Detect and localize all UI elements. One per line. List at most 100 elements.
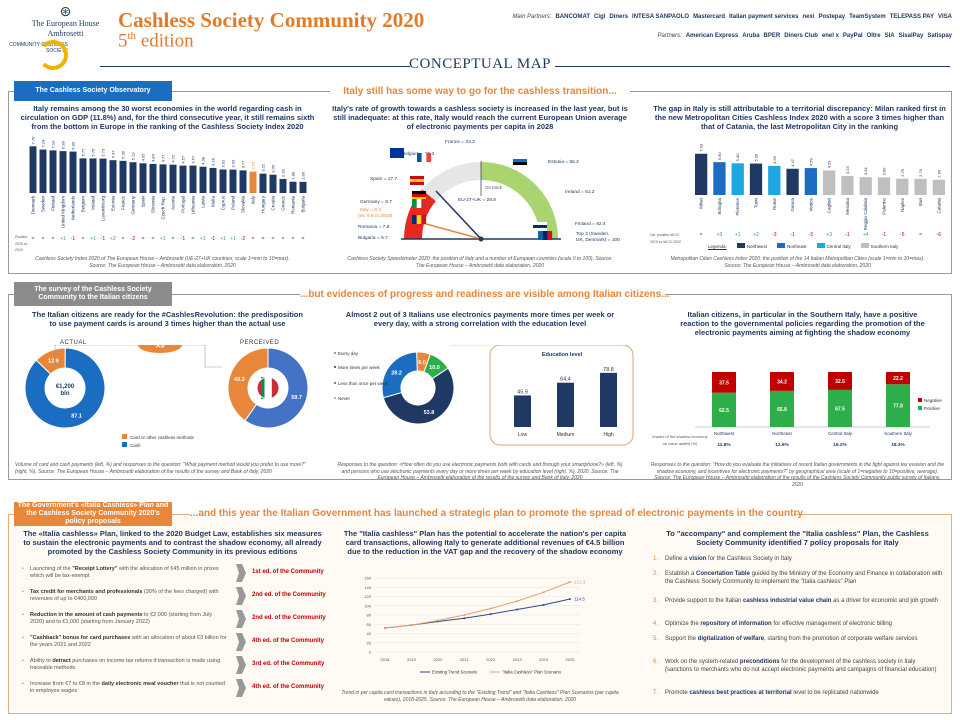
bar-negative	[712, 372, 736, 393]
category-label: Turin	[754, 198, 759, 209]
bar	[239, 170, 247, 193]
bar	[99, 158, 107, 193]
value-label: 5.60	[717, 152, 722, 161]
section-headline: Italy still has some way to go for the c…	[330, 86, 630, 97]
bar	[914, 178, 927, 195]
legend-item: Central Italy	[816, 243, 851, 249]
change-label: =	[262, 236, 265, 242]
partner-logo: nexi	[802, 14, 815, 20]
value-label: 3.05	[271, 164, 276, 173]
flag-icon	[421, 215, 427, 224]
change-label: -3	[809, 232, 814, 238]
data-point	[516, 608, 519, 611]
bar	[159, 164, 167, 193]
gauge-label-bulgaria: Bulgaria = 5.7	[358, 235, 388, 241]
partner-logo: TELEPASS PAY	[889, 14, 934, 20]
chevron-icon	[236, 610, 246, 628]
value-label: 7.10	[51, 140, 56, 149]
legend-label: Negative	[924, 398, 942, 403]
change-label: =	[52, 236, 55, 242]
gauge-label-france: France = 33.2	[445, 139, 475, 145]
x-tick-label: 2019	[407, 657, 417, 662]
value-label: 5.73	[101, 148, 106, 157]
caption: Responses to the question: «How often do…	[337, 462, 623, 481]
slice-card-or-other-cashless-methods	[227, 347, 269, 422]
gauge-label-top3-line2: UK, Denmark) = 100	[576, 237, 620, 243]
actual-label: ACTUAL	[60, 340, 87, 346]
multiplier-label: X3	[156, 345, 165, 350]
measure-item: Launching of the "Receipt Lottery" with …	[22, 566, 227, 580]
chevron-icon	[236, 633, 246, 651]
slice-cash	[24, 347, 106, 429]
partner-logo: Italian payment services	[729, 14, 799, 20]
category-label: Cyprus	[221, 195, 226, 210]
caption: Cashless Society Speedometer 2020: the p…	[347, 256, 613, 269]
x-tick-label: 2021	[460, 657, 470, 662]
category-label: Croatia	[271, 196, 276, 211]
category-label: High	[603, 432, 614, 438]
flag-icon	[421, 153, 427, 162]
bar-negative	[770, 372, 794, 391]
needle-pivot	[478, 236, 484, 242]
bar	[129, 162, 137, 193]
bar	[219, 169, 227, 193]
bar	[841, 176, 854, 195]
edition-label: 1st ed. of the Community	[252, 569, 324, 575]
gauge-label-spain: Spain = 17.7	[370, 176, 397, 182]
value-label: 4.18	[211, 157, 216, 166]
y-tick-label: 20	[367, 640, 372, 645]
bar	[209, 167, 217, 193]
value-label: 7.78	[31, 136, 36, 145]
bar	[289, 181, 297, 193]
slice-value: 40.3	[234, 377, 245, 383]
change-label: =	[919, 232, 922, 238]
panel-subtitle: Italy remains among the 30 worst economi…	[20, 104, 315, 131]
legend-bullet	[334, 366, 336, 368]
category-label: Palermo	[882, 198, 887, 215]
bar	[189, 165, 197, 193]
category-label: Denmark	[31, 195, 36, 214]
bar	[823, 170, 836, 195]
flag-icon	[412, 199, 417, 208]
category-label: Bulgaria	[301, 196, 306, 213]
change-label: +3	[826, 232, 832, 238]
bar	[749, 163, 763, 195]
bar-positive	[770, 390, 794, 427]
category-label: Luxembourg	[101, 196, 106, 222]
x-tick-label: 2022	[486, 657, 496, 662]
chevron-icon	[236, 656, 246, 674]
bar	[29, 146, 37, 193]
bar	[249, 171, 257, 193]
category-label: Rome	[772, 198, 777, 211]
page-title: Cashless Society Community 2020	[118, 8, 425, 32]
change-label: =	[142, 236, 145, 242]
italy-needle	[418, 221, 482, 240]
slice-less-than-once-per-week	[381, 351, 418, 399]
trend-line-chart: 0 20 40 60 80 100 120 140 160 2018 2019 2020 2021 202…	[364, 576, 585, 675]
bar	[804, 168, 817, 195]
change-label: +1	[90, 236, 96, 242]
end-label: 114.5	[574, 597, 585, 602]
flag-icon	[416, 199, 422, 208]
flag-icon	[547, 231, 553, 240]
change-label: +4	[863, 232, 869, 238]
slice-value: 53.8	[424, 410, 435, 416]
category-label: United Kingdom	[61, 196, 66, 228]
category-label: Bologna	[717, 198, 722, 215]
category-label: Milan	[699, 198, 704, 209]
legend-item: Northeast	[777, 243, 807, 249]
change-label: -1	[71, 236, 76, 242]
edition-label: 4th ed. of the Community	[252, 638, 324, 644]
impact-label: Impact of the shadow economy on value ad…	[652, 434, 708, 446]
change-label: -1	[101, 236, 106, 242]
flag-icon	[513, 162, 527, 165]
change-label: Position 2019 vs 2020	[15, 235, 28, 252]
flag-icon	[533, 225, 547, 228]
category-label: Slovakia	[241, 196, 246, 214]
partner-logo: Aruba	[742, 33, 760, 39]
gauge-label-italy_prev: (vs. 6.6 in 2019)	[358, 213, 393, 219]
flag-icon	[513, 165, 527, 168]
value-label: 3.56	[251, 161, 256, 170]
bar	[932, 179, 945, 195]
